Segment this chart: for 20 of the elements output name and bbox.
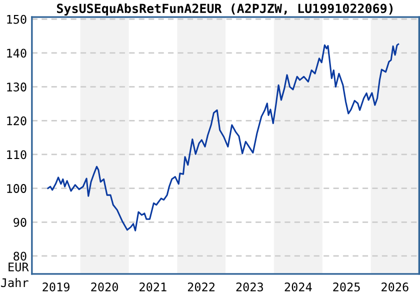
x-tick-label: 2022 bbox=[188, 282, 214, 292]
chart-title: SysUSEquAbsRetFunA2EUR (A2PJZW, LU1991022069) bbox=[57, 3, 393, 16]
y-tick-label: 150 bbox=[7, 14, 26, 24]
y-tick-label: 90 bbox=[14, 218, 26, 227]
x-tick-label: 2021 bbox=[140, 282, 166, 292]
x-tick-label: 2024 bbox=[284, 282, 312, 292]
y-tick-label: 140 bbox=[7, 48, 26, 58]
y-tick-label: 110 bbox=[7, 150, 26, 160]
x-tick-label: 2026 bbox=[382, 282, 408, 292]
y-tick-label: 80 bbox=[14, 252, 26, 261]
x-tick-label: 2023 bbox=[236, 282, 263, 292]
x-tick-label: 2025 bbox=[333, 282, 360, 292]
y-axis-title: EUR bbox=[8, 262, 29, 272]
x-tick-label: 2020 bbox=[91, 282, 118, 292]
y-tick-label: 100 bbox=[7, 184, 26, 193]
x-tick-label: 2019 bbox=[42, 282, 70, 292]
y-tick-label: 130 bbox=[7, 82, 26, 92]
y-tick-label: 120 bbox=[7, 116, 26, 126]
line-series bbox=[47, 43, 400, 232]
x-axis-title: Jahr bbox=[1, 278, 28, 288]
